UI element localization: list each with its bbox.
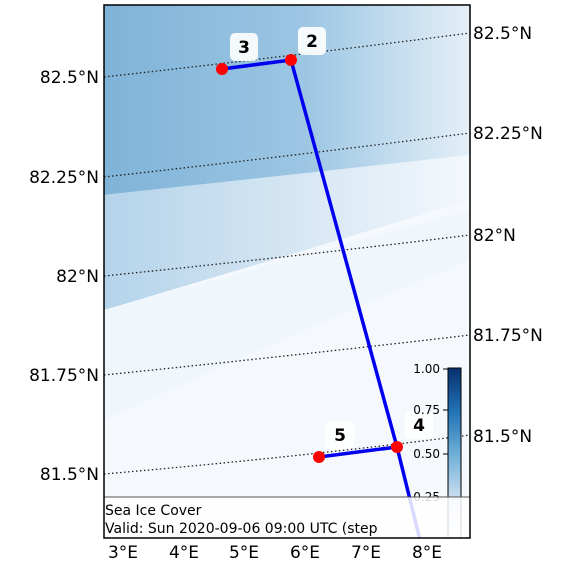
waypoint-2-marker[interactable] bbox=[285, 54, 297, 66]
lon-label-8e: 8°E bbox=[412, 543, 442, 563]
lon-label-6e: 6°E bbox=[290, 543, 320, 563]
map-frame bbox=[103, 4, 471, 539]
lat-labels-right: 82.5°N 82.25°N 82°N 81.75°N 81.5°N bbox=[473, 24, 543, 447]
info-box: Sea Ice Cover Valid: Sun 2020-09-06 09:0… bbox=[104, 496, 470, 538]
lon-label-3e: 3°E bbox=[108, 543, 138, 563]
lat-label-right-82-25: 82.25°N bbox=[473, 124, 543, 144]
lat-label-left-82-25: 82.25°N bbox=[29, 168, 99, 188]
lat-label-left-81-5: 81.5°N bbox=[40, 465, 99, 485]
waypoint-4-marker[interactable] bbox=[391, 441, 403, 453]
lon-labels: 3°E 4°E 5°E 6°E 7°E 8°E bbox=[108, 543, 442, 563]
waypoint-3-label: 3 bbox=[238, 38, 250, 58]
waypoint-2-label: 2 bbox=[306, 32, 318, 52]
waypoint-3-marker[interactable] bbox=[216, 63, 228, 75]
lat-label-left-81-75: 81.75°N bbox=[29, 366, 99, 386]
info-valid-time: Valid: Sun 2020-09-06 09:00 UTC (step bbox=[105, 521, 378, 537]
flight-route bbox=[221, 58, 422, 538]
lat-label-left-82-5: 82.5°N bbox=[40, 68, 99, 88]
lat-label-right-82-5: 82.5°N bbox=[473, 24, 532, 44]
lat-label-left-82: 82°N bbox=[56, 267, 99, 287]
lon-label-7e: 7°E bbox=[351, 543, 381, 563]
info-title: Sea Ice Cover bbox=[105, 503, 202, 519]
lat-label-right-82: 82°N bbox=[473, 226, 516, 246]
lat-labels-left: 82.5°N 82.25°N 82°N 81.75°N 81.5°N bbox=[29, 68, 99, 485]
sea-ice-field bbox=[104, 5, 470, 420]
route-line-main bbox=[221, 58, 422, 538]
lon-label-4e: 4°E bbox=[169, 543, 199, 563]
lon-label-5e: 5°E bbox=[229, 543, 259, 563]
waypoint-labels: 2 3 4 5 bbox=[230, 27, 433, 449]
waypoint-4-label: 4 bbox=[413, 416, 425, 436]
colorbar-tick-0-5: 0.50 bbox=[413, 447, 440, 461]
colorbar-tick-1: 1.00 bbox=[413, 362, 440, 376]
waypoint-5-label: 5 bbox=[334, 426, 346, 446]
route-line-branch bbox=[318, 445, 398, 459]
colorbar-tick-0-75: 0.75 bbox=[413, 403, 440, 417]
lat-label-right-81-75: 81.75°N bbox=[473, 326, 543, 346]
lat-label-right-81-5: 81.5°N bbox=[473, 427, 532, 447]
waypoint-5-marker[interactable] bbox=[313, 451, 325, 463]
